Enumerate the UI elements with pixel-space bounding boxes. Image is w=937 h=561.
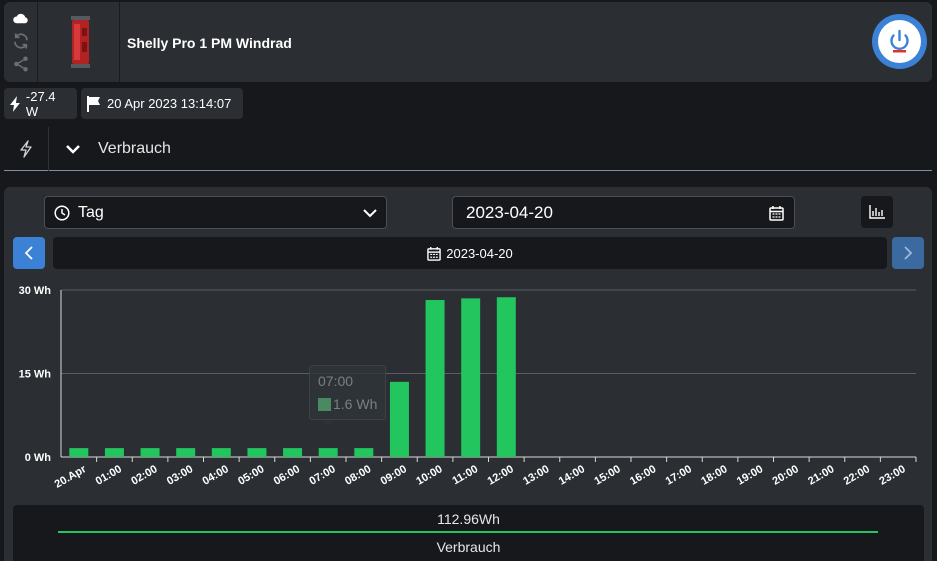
device-title: Shelly Pro 1 PM Windrad (127, 35, 292, 51)
device-header: Shelly Pro 1 PM Windrad (4, 2, 932, 82)
period-select-value: Tag (78, 203, 104, 221)
chart-bar (247, 448, 267, 457)
power-icon (878, 20, 921, 63)
date-input[interactable]: 2023-04-20 (452, 196, 795, 229)
chart-bar (496, 297, 516, 457)
x-tick-label: 06:00 (272, 463, 302, 487)
chart-bar (176, 448, 196, 457)
chart-bar (140, 448, 160, 457)
chart-bar (211, 448, 231, 457)
legend-series-name[interactable]: Verbrauch (436, 539, 501, 555)
x-tick-label: 23:00 (877, 463, 907, 487)
header-icon-column (4, 2, 38, 82)
next-day-button[interactable] (892, 237, 924, 269)
x-tick-label: 04:00 (200, 463, 230, 487)
current-date-label: 2023-04-20 (446, 245, 513, 261)
x-tick-label: 07:00 (307, 463, 337, 487)
tooltip-time: 07:00 (318, 373, 354, 389)
x-tick-label: 11:00 (450, 463, 480, 487)
device-thumbnail (38, 2, 120, 82)
chart-tooltip: 07:00 1.6 Wh (309, 365, 386, 420)
section-title[interactable]: Verbrauch (98, 140, 171, 157)
legend-total: 112.96Wh (437, 511, 500, 527)
period-select[interactable]: Tag (44, 196, 387, 229)
chart-type-button[interactable] (861, 196, 893, 228)
chart-bar (104, 448, 124, 457)
calendar-icon[interactable] (769, 205, 784, 221)
x-tick-label: 05:00 (236, 463, 266, 487)
x-tick-label: 22:00 (842, 463, 872, 487)
bar-chart-icon (869, 205, 885, 219)
chevron-down-icon[interactable] (64, 140, 82, 158)
x-tick-label: 20.Apr (53, 463, 89, 491)
bolt-outline-icon (20, 140, 32, 158)
bolt-icon (10, 95, 20, 112)
x-tick-label: 19:00 (735, 463, 765, 487)
power-reading-chip: -27.4 W (4, 88, 77, 119)
tooltip-pointer (323, 420, 334, 425)
refresh-icon[interactable] (12, 32, 30, 50)
x-tick-label: 12:00 (485, 463, 515, 487)
x-tick-label: 08:00 (343, 463, 373, 487)
date-input-value: 2023-04-20 (466, 202, 553, 222)
flag-icon (87, 95, 100, 112)
calendar-icon (427, 246, 442, 261)
x-tick-label: 02:00 (129, 463, 159, 487)
chevron-left-icon (24, 246, 33, 260)
x-tick-label: 16:00 (628, 463, 658, 487)
x-tick-label: 14:00 (557, 463, 587, 487)
power-reading: -27.4 W (25, 88, 56, 119)
tooltip-value-row: 1.6 Wh (318, 396, 377, 412)
x-tick-label: 09:00 (379, 463, 409, 487)
clock-icon (54, 204, 70, 221)
chevron-down-icon (363, 209, 377, 218)
last-update-timestamp: 20 Apr 2023 13:14:07 (107, 96, 232, 111)
x-tick-label: 15:00 (592, 463, 622, 487)
y-tick-label: 30 Wh (19, 285, 52, 297)
consumption-bar-chart: 0 Wh 15 Wh 30 Wh 20.Apr 01:00 02:00 03:00 04:00… (19, 285, 917, 491)
x-tick-label: 10:00 (414, 463, 444, 487)
x-tick-label: 17:00 (664, 463, 694, 487)
relay-device-image (71, 16, 90, 68)
consumption-panel: Tag 2023-04-20 2023-04-20 0 Wh 15 Wh 30 Wh… (4, 187, 932, 561)
previous-day-button[interactable] (13, 237, 45, 269)
chart-bar (69, 448, 89, 457)
tooltip-swatch (318, 397, 331, 411)
timestamp-chip: 20 Apr 2023 13:14:07 (81, 88, 243, 119)
chart-bar (283, 448, 303, 457)
section-type-tab[interactable] (4, 127, 49, 171)
section-header: Verbrauch (4, 127, 932, 171)
tooltip-value: 1.6 Wh (333, 396, 378, 412)
chart-bar (354, 448, 374, 457)
chart-bar (425, 300, 445, 457)
share-icon[interactable] (12, 55, 30, 73)
x-tick-label: 21:00 (806, 463, 836, 487)
chart-bar (461, 298, 481, 457)
current-date-display[interactable]: 2023-04-20 (53, 237, 887, 269)
y-tick-label: 15 Wh (19, 369, 52, 381)
x-tick-label: 20:00 (770, 463, 800, 487)
chart-legend: 112.96Wh Verbrauch (13, 505, 924, 561)
power-toggle-button[interactable] (872, 14, 927, 69)
x-tick-label: 03:00 (165, 463, 195, 487)
cloud-icon[interactable] (12, 9, 30, 27)
chart-bar (389, 381, 409, 457)
legend-line (58, 531, 878, 533)
chart-bar (318, 448, 338, 457)
x-tick-label: 18:00 (699, 463, 729, 487)
x-tick-label: 13:00 (521, 463, 551, 487)
chevron-right-icon (904, 246, 913, 260)
y-tick-label: 0 Wh (25, 452, 52, 464)
x-tick-label: 01:00 (94, 463, 124, 487)
